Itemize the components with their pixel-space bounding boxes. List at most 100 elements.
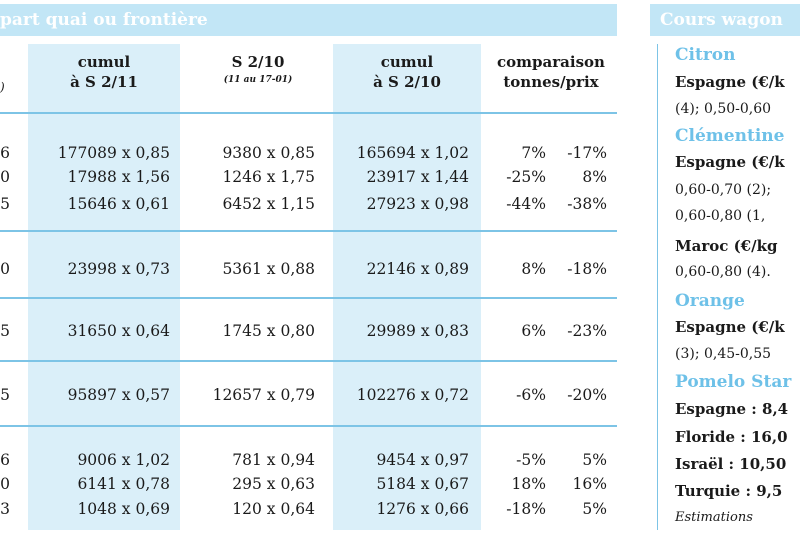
panel-title-bar: Cours wagon	[650, 4, 800, 36]
cell-s2-10: 12657 x 0,79	[212, 386, 315, 404]
cell-cumul-s2-10: 5184 x 0,67	[376, 475, 469, 493]
price-line: Espagne : 8,4	[675, 400, 789, 418]
cell-cumul-s2-10: 165694 x 1,02	[356, 144, 469, 162]
cell-s2-10: 1246 x 1,75	[222, 168, 315, 186]
row-edge-value: 6	[0, 451, 10, 469]
cell-cumul-s2-11: 17988 x 1,56	[67, 168, 170, 186]
cell-s2-10: 9380 x 0,85	[222, 144, 315, 162]
cell-comparaison-prix: -17%	[567, 144, 607, 162]
cell-s2-10: 1745 x 0,80	[222, 322, 315, 340]
row-edge-value: 0	[0, 475, 10, 493]
column-header-line2: à S 2/11	[70, 73, 138, 91]
cell-comparaison-tonnes: 7%	[521, 144, 546, 162]
row-edge-value: 5	[0, 195, 10, 213]
cell-cumul-s2-10: 27923 x 0,98	[366, 195, 469, 213]
header-fragment: )	[0, 80, 5, 94]
column-shade-cumul-2-10	[333, 44, 481, 530]
price-line: (3); 0,45-0,55	[675, 346, 772, 362]
cell-cumul-s2-11: 1048 x 0,69	[77, 500, 170, 518]
cell-cumul-s2-11: 177089 x 0,85	[57, 144, 170, 162]
column-header-line2: à S 2/10	[373, 73, 441, 91]
cell-comparaison-tonnes: -6%	[516, 386, 546, 404]
cell-cumul-s2-11: 31650 x 0,64	[67, 322, 170, 340]
cell-comparaison-prix: -18%	[567, 260, 607, 278]
cell-cumul-s2-11: 9006 x 1,02	[77, 451, 170, 469]
cell-comparaison-tonnes: 6%	[521, 322, 546, 340]
cell-cumul-s2-10: 22146 x 0,89	[366, 260, 469, 278]
row-divider	[0, 297, 617, 299]
product-heading: Citron	[675, 45, 736, 65]
table-title: part quai ou frontière	[0, 10, 208, 30]
column-header-cumul-s2-10: cumul à S 2/10	[333, 52, 481, 92]
column-header-line2: tonnes/prix	[503, 73, 599, 91]
cell-s2-10: 120 x 0,64	[232, 500, 315, 518]
cell-comparaison-prix: -20%	[567, 386, 607, 404]
cours-wagon-panel: Cours wagon Citron Espagne (€/k (4); 0,50-…	[650, 0, 800, 550]
cell-comparaison-prix: 5%	[582, 451, 607, 469]
price-line: Turquie : 9,5	[675, 482, 783, 500]
row-edge-value: 5	[0, 386, 10, 404]
cell-comparaison-prix: 8%	[582, 168, 607, 186]
cell-comparaison-tonnes: -44%	[506, 195, 546, 213]
panel-title: Cours wagon	[660, 10, 783, 30]
row-edge-value: 3	[0, 500, 10, 518]
cell-cumul-s2-11: 95897 x 0,57	[67, 386, 170, 404]
row-edge-value: 0	[0, 260, 10, 278]
panel-border	[657, 44, 658, 530]
row-divider	[0, 425, 617, 427]
price-table: part quai ou frontière ) cumul à S 2/11 …	[0, 4, 617, 530]
product-heading: Clémentine	[675, 126, 785, 146]
cell-comparaison-tonnes: -18%	[506, 500, 546, 518]
cell-comparaison-prix: -23%	[567, 322, 607, 340]
column-shade-cumul-2-11	[28, 44, 180, 530]
column-header-line1: S 2/10	[231, 53, 285, 71]
column-header-s2-10: S 2/10 (11 au 17-01)	[188, 52, 328, 88]
column-header-line1: comparaison	[497, 53, 605, 71]
row-edge-value: 6	[0, 144, 10, 162]
column-header-cumul-s2-11: cumul à S 2/11	[28, 52, 180, 92]
cell-s2-10: 6452 x 1,15	[222, 195, 315, 213]
price-line: Espagne (€/k	[675, 73, 785, 91]
price-line: Floride : 16,0	[675, 428, 788, 446]
cell-comparaison-prix: -38%	[567, 195, 607, 213]
cell-s2-10: 781 x 0,94	[232, 451, 315, 469]
price-line: Maroc (€/kg	[675, 237, 778, 255]
product-heading: Pomelo Star	[675, 372, 792, 392]
cell-cumul-s2-10: 29989 x 0,83	[366, 322, 469, 340]
price-line: 0,60-0,80 (4).	[675, 264, 771, 280]
cell-s2-10: 5361 x 0,88	[222, 260, 315, 278]
cell-cumul-s2-10: 1276 x 0,66	[376, 500, 469, 518]
cell-comparaison-prix: 5%	[582, 500, 607, 518]
price-line: Espagne (€/k	[675, 318, 785, 336]
column-header-subtitle: (11 au 17-01)	[223, 75, 293, 85]
product-heading: Orange	[675, 291, 745, 311]
price-line: Espagne (€/k	[675, 153, 785, 171]
cell-cumul-s2-11: 15646 x 0,61	[67, 195, 170, 213]
panel-footnote: Estimations	[675, 510, 753, 525]
row-divider	[0, 360, 617, 362]
cell-s2-10: 295 x 0,63	[232, 475, 315, 493]
price-line: 0,60-0,70 (2);	[675, 182, 772, 198]
price-line: Israël : 10,50	[675, 455, 787, 473]
table-title-bar: part quai ou frontière	[0, 4, 617, 36]
row-edge-value: 0	[0, 168, 10, 186]
cell-cumul-s2-10: 23917 x 1,44	[366, 168, 469, 186]
column-header-line1: cumul	[380, 53, 434, 71]
cell-cumul-s2-11: 6141 x 0,78	[77, 475, 170, 493]
cell-cumul-s2-10: 9454 x 0,97	[376, 451, 469, 469]
cell-comparaison-prix: 16%	[572, 475, 607, 493]
column-header-line1: cumul	[77, 53, 131, 71]
row-divider	[0, 230, 617, 232]
cell-comparaison-tonnes: -25%	[506, 168, 546, 186]
cell-comparaison-tonnes: 8%	[521, 260, 546, 278]
cell-cumul-s2-10: 102276 x 0,72	[356, 386, 469, 404]
row-edge-value: 5	[0, 322, 10, 340]
cell-comparaison-tonnes: -5%	[516, 451, 546, 469]
column-header-comparaison: comparaison tonnes/prix	[486, 52, 616, 92]
cell-comparaison-tonnes: 18%	[511, 475, 546, 493]
cell-cumul-s2-11: 23998 x 0,73	[67, 260, 170, 278]
row-divider	[0, 112, 617, 114]
price-line: (4); 0,50-0,60	[675, 101, 772, 117]
price-line: 0,60-0,80 (1,	[675, 208, 766, 224]
